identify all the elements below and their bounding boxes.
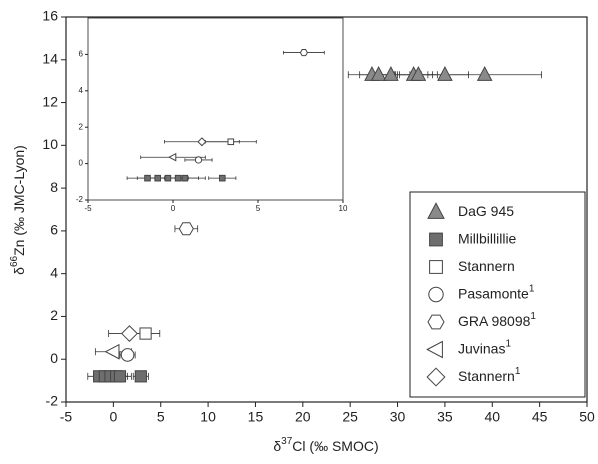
legend-label: Pasamonte1 [458,284,535,302]
x-tick-label: 5 [157,409,165,425]
marker [139,327,152,340]
legend-label: Millbillillie [458,230,517,246]
marker [437,65,453,81]
x-tick-label: 50 [579,409,595,425]
marker [426,367,446,387]
y-tick-label: 10 [42,136,58,152]
legend-name: Millbillillie [458,230,517,246]
marker [121,325,138,342]
legend-superscript: 1 [530,311,536,322]
legend-name: Stannern [458,258,515,274]
marker [154,174,161,182]
y-tick-label: 2 [50,307,58,323]
y-axis-label-part: 66 [9,255,20,267]
x-tick-label: 10 [200,409,216,425]
marker [476,65,493,81]
x-axis-label-part: δ [273,438,281,454]
y-axis-label-part: Zn (‰ JMC-Lyon) [11,145,27,256]
y-tick-label: -2 [46,393,59,409]
y-tick-label: 8 [50,179,58,195]
marker [410,65,427,81]
legend-name: Pasamonte [458,285,529,301]
x-axis-label-part: Cl (‰ SMOC) [292,438,378,454]
legend-label: Stannern [458,258,515,274]
x-axis-label-part: 37 [281,436,293,447]
legend-superscript: 1 [529,284,535,295]
legend-label: DaG 945 [458,203,514,219]
y-axis-label: δ66Zn (‰ JMC-Lyon) [9,145,27,275]
legend-name: DaG 945 [458,203,514,219]
marker [299,49,308,57]
legend-superscript: 1 [505,339,511,350]
y-tick-label: 12 [42,93,58,109]
x-tick-label: 15 [248,409,264,425]
y-tick-label: 6 [79,50,84,59]
y-tick-label: 6 [50,222,58,238]
legend-label: Juvinas1 [458,339,511,357]
marker [383,65,399,81]
marker [429,260,443,274]
x-tick-label: 25 [342,409,358,425]
marker [174,174,182,182]
y-tick-label: 0 [50,350,58,366]
marker [227,138,235,146]
marker [104,343,120,360]
y-axis-label-part: δ [11,267,27,275]
x-tick-label: -5 [60,409,73,425]
y-tick-label: -2 [76,195,84,204]
legend-superscript: 1 [515,366,521,377]
marker [370,65,387,81]
inset-plot [126,49,325,182]
y-tick-label: 4 [50,264,58,280]
y-tick-label: 0 [79,159,84,168]
marker [168,152,177,162]
legend-name: Juvinas [458,340,505,356]
y-tick-label: 4 [79,86,84,95]
marker [113,370,127,383]
marker [120,348,135,362]
x-tick-label: 0 [171,204,176,213]
legend-label: GRA 980981 [458,311,536,329]
y-tick-label: 2 [79,122,84,131]
x-tick-label: 45 [532,409,548,425]
marker [429,232,443,247]
x-tick-label: 30 [390,409,406,425]
x-axis-label: δ37Cl (‰ SMOC) [273,436,378,454]
marker [197,137,207,147]
y-tick-label: 16 [42,8,58,24]
marker [144,174,151,182]
x-tick-label: 40 [484,409,500,425]
x-tick-label: -5 [84,204,92,213]
x-tick-label: 35 [437,409,453,425]
marker [427,314,445,330]
marker [181,174,189,182]
x-tick-label: 0 [109,409,117,425]
legend-name: GRA 98098 [458,313,531,329]
marker [178,222,194,236]
plot-frame [65,16,588,403]
marker [164,174,172,182]
marker [428,286,444,303]
marker [134,370,147,383]
legend-name: Stannern [458,368,515,384]
legend-label: Stannern1 [458,366,521,384]
x-tick-label: 20 [295,409,311,425]
y-tick-label: 14 [42,50,58,66]
marker [427,202,445,219]
marker [426,340,443,359]
x-tick-label: 5 [256,204,261,213]
x-tick-label: 10 [339,204,348,213]
inset-frame [87,17,344,201]
marker [194,156,203,164]
marker [219,174,226,182]
